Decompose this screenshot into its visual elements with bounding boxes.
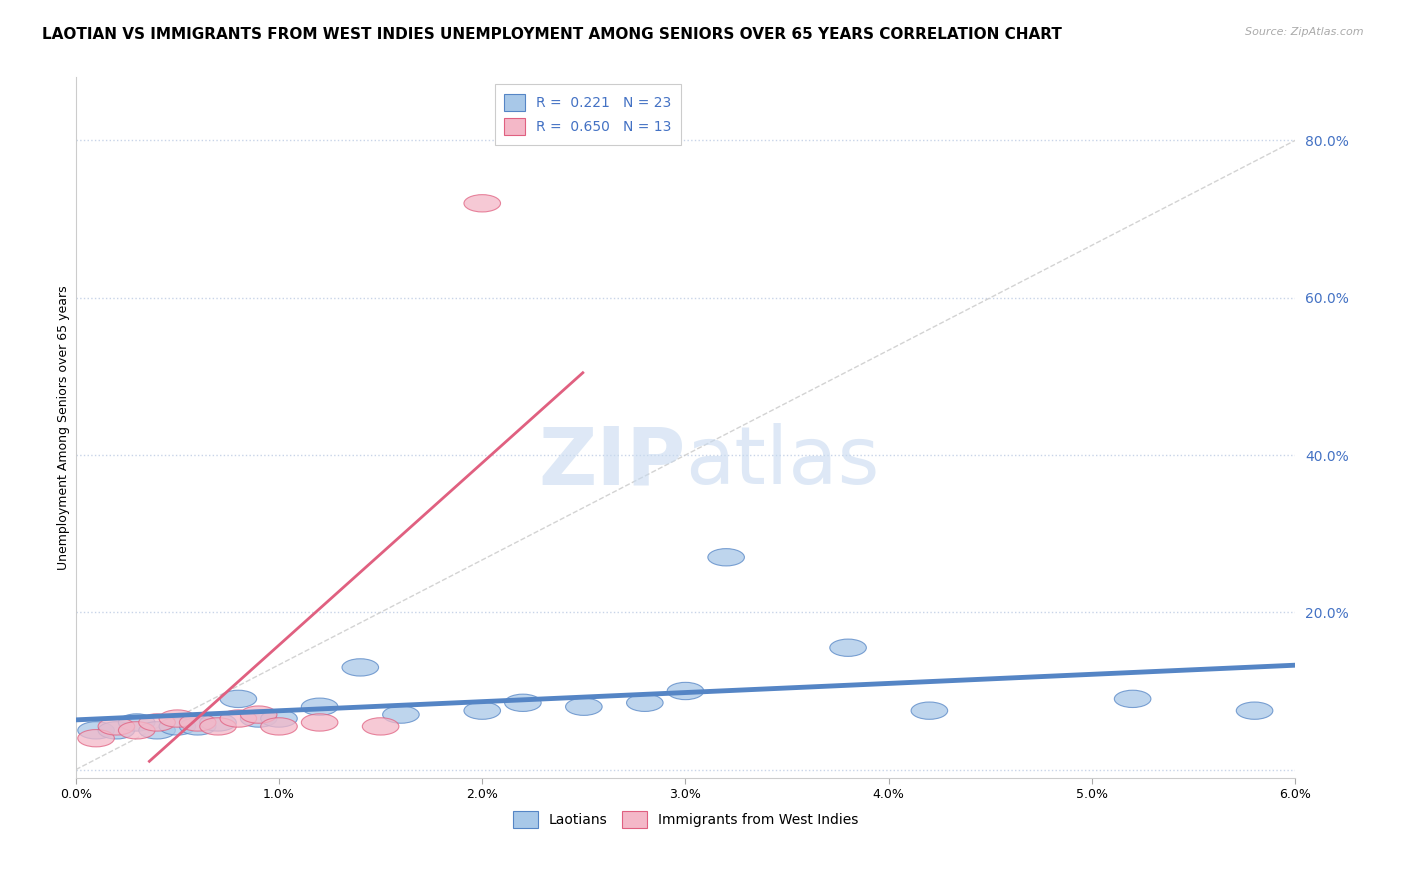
Ellipse shape	[180, 718, 217, 735]
Ellipse shape	[118, 714, 155, 731]
Text: atlas: atlas	[686, 424, 880, 501]
Ellipse shape	[1115, 690, 1152, 707]
Ellipse shape	[363, 718, 399, 735]
Ellipse shape	[1236, 702, 1272, 719]
Text: ZIP: ZIP	[538, 424, 686, 501]
Ellipse shape	[301, 714, 337, 731]
Ellipse shape	[98, 722, 135, 739]
Ellipse shape	[342, 659, 378, 676]
Ellipse shape	[464, 702, 501, 719]
Ellipse shape	[464, 194, 501, 212]
Ellipse shape	[382, 706, 419, 723]
Ellipse shape	[240, 710, 277, 727]
Ellipse shape	[139, 722, 176, 739]
Ellipse shape	[260, 710, 297, 727]
Ellipse shape	[77, 730, 114, 747]
Legend: Laotians, Immigrants from West Indies: Laotians, Immigrants from West Indies	[508, 805, 863, 834]
Ellipse shape	[180, 714, 217, 731]
Ellipse shape	[139, 714, 176, 731]
Ellipse shape	[627, 694, 664, 712]
Ellipse shape	[221, 690, 257, 707]
Ellipse shape	[565, 698, 602, 715]
Ellipse shape	[668, 682, 704, 699]
Ellipse shape	[159, 710, 195, 727]
Ellipse shape	[200, 718, 236, 735]
Ellipse shape	[118, 722, 155, 739]
Ellipse shape	[240, 706, 277, 723]
Ellipse shape	[221, 710, 257, 727]
Ellipse shape	[159, 718, 195, 735]
Text: Source: ZipAtlas.com: Source: ZipAtlas.com	[1246, 27, 1364, 37]
Ellipse shape	[830, 639, 866, 657]
Ellipse shape	[98, 718, 135, 735]
Ellipse shape	[77, 722, 114, 739]
Y-axis label: Unemployment Among Seniors over 65 years: Unemployment Among Seniors over 65 years	[58, 285, 70, 570]
Ellipse shape	[911, 702, 948, 719]
Ellipse shape	[200, 714, 236, 731]
Ellipse shape	[505, 694, 541, 712]
Ellipse shape	[260, 718, 297, 735]
Ellipse shape	[301, 698, 337, 715]
Ellipse shape	[707, 549, 744, 566]
Text: LAOTIAN VS IMMIGRANTS FROM WEST INDIES UNEMPLOYMENT AMONG SENIORS OVER 65 YEARS : LAOTIAN VS IMMIGRANTS FROM WEST INDIES U…	[42, 27, 1062, 42]
